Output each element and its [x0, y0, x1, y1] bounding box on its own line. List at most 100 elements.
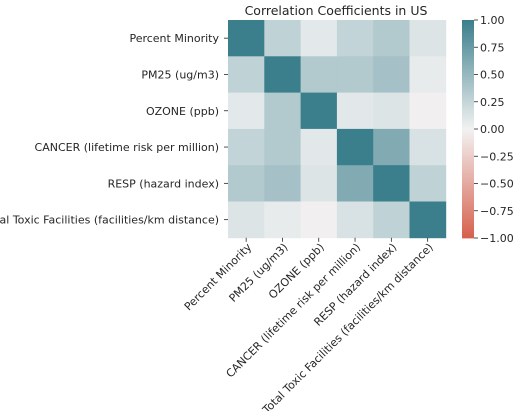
colorbar-segment [462, 145, 474, 148]
colorbar-segment [462, 152, 474, 155]
colorbar-segment [462, 176, 474, 179]
heatmap-cell-r1-c1 [264, 56, 301, 93]
colorbar-segment [462, 58, 474, 61]
colorbar-segment [462, 72, 474, 75]
colorbar-tick-label: −1.00 [480, 232, 514, 245]
colorbar-segment [462, 109, 474, 112]
colorbar-segment [462, 214, 474, 217]
colorbar-segment [462, 50, 474, 54]
heatmap-cell-r5-c5 [409, 201, 447, 239]
colorbar-segment [462, 47, 474, 50]
colorbar-segment [462, 78, 474, 81]
colorbar-segment [462, 107, 474, 110]
colorbar-segment [462, 141, 474, 144]
colorbar [462, 20, 474, 239]
row-label: Percent Minority [129, 32, 219, 45]
colorbar-segment [462, 49, 474, 52]
colorbar-segment [462, 207, 474, 210]
row-label: Total Toxic Facilities (facilities/km di… [0, 214, 219, 227]
colorbar-segment [462, 236, 474, 239]
row-label: PM25 (ug/m3) [141, 68, 219, 81]
heatmap-cells [228, 20, 447, 239]
heatmap-cell-r4-c5 [409, 165, 447, 202]
colorbar-segment [462, 45, 474, 48]
colorbar-segment [462, 168, 474, 172]
colorbar-tick-label: 0.75 [480, 41, 505, 54]
colorbar-segment [462, 29, 474, 32]
colorbar-segment [462, 167, 474, 170]
colorbar-segment [462, 170, 474, 173]
heatmap-cell-r3-c1 [264, 128, 301, 166]
colorbar-segment [462, 105, 474, 108]
colorbar-segment [462, 138, 474, 141]
colorbar-segment [462, 90, 474, 94]
heatmap-cell-r4-c0 [228, 165, 265, 202]
colorbar-segment [462, 43, 474, 46]
colorbar-segment [462, 32, 474, 35]
colorbar-segment [462, 36, 474, 39]
colorbar-segment [462, 119, 474, 123]
colorbar-segment [462, 181, 474, 184]
heatmap-cell-r4-c3 [336, 165, 374, 202]
colorbar-segment [462, 232, 474, 235]
colorbar-segment [462, 27, 474, 30]
colorbar-segment [462, 223, 474, 226]
colorbar-segment [462, 208, 474, 212]
colorbar-segment [462, 183, 474, 186]
colorbar-segment [462, 158, 474, 161]
colorbar-segment [462, 98, 474, 101]
heatmap-cell-r2-c0 [228, 92, 265, 130]
colorbar-segment [462, 156, 474, 159]
colorbar-segment [462, 30, 474, 34]
colorbar-segment [462, 116, 474, 119]
heatmap-cell-r2-c5 [409, 92, 447, 130]
colorbar-segment [462, 23, 474, 26]
colorbar-segment [462, 179, 474, 183]
colorbar-segment [462, 69, 474, 72]
colorbar-segment [462, 110, 474, 114]
colorbar-segment [462, 165, 474, 168]
colorbar-segment [462, 163, 474, 166]
colorbar-tick-label: 0.25 [480, 96, 505, 109]
colorbar-segment [462, 94, 474, 97]
heatmap-cell-r5-c4 [373, 201, 410, 239]
colorbar-segment [462, 65, 474, 68]
colorbar-segment [462, 92, 474, 95]
heatmap-cell-r4-c1 [264, 165, 301, 202]
colorbar-segment [462, 198, 474, 201]
colorbar-segment [462, 159, 474, 163]
colorbar-segment [462, 112, 474, 115]
colorbar-segment [462, 61, 474, 64]
colorbar-segment [462, 188, 474, 192]
colorbar-segment [462, 150, 474, 154]
colorbar-segment [462, 76, 474, 79]
colorbar-tick-label: −0.50 [480, 178, 514, 191]
colorbar-segment [462, 81, 474, 84]
heatmap-cell-r3-c2 [300, 128, 338, 166]
colorbar-segment [462, 212, 474, 215]
colorbar-tick-label: 0.50 [480, 69, 505, 82]
colorbar-segment [462, 127, 474, 130]
colorbar-segment [462, 219, 474, 223]
colorbar-tick-label: −0.25 [480, 150, 514, 163]
colorbar-segment [462, 101, 474, 104]
colorbar-segment [462, 74, 474, 77]
colorbar-segment [462, 225, 474, 228]
colorbar-segment [462, 85, 474, 88]
colorbar-segment [462, 79, 474, 83]
colorbar-segment [462, 38, 474, 41]
heatmap-cell-r5-c0 [228, 201, 265, 239]
colorbar-segment [462, 216, 474, 219]
colorbar-segment [462, 96, 474, 99]
colorbar-segment [462, 199, 474, 203]
colorbar-segment [462, 70, 474, 74]
colorbar-segment [462, 39, 474, 43]
heatmap-cell-r3-c0 [228, 128, 265, 166]
colorbar-segment [462, 174, 474, 177]
colorbar-segment [462, 148, 474, 152]
heatmap-cell-r0-c1 [264, 20, 301, 57]
heatmap-cell-r4-c4 [373, 165, 410, 202]
colorbar-segment [462, 34, 474, 37]
heatmap-cell-r3-c3 [336, 128, 374, 166]
